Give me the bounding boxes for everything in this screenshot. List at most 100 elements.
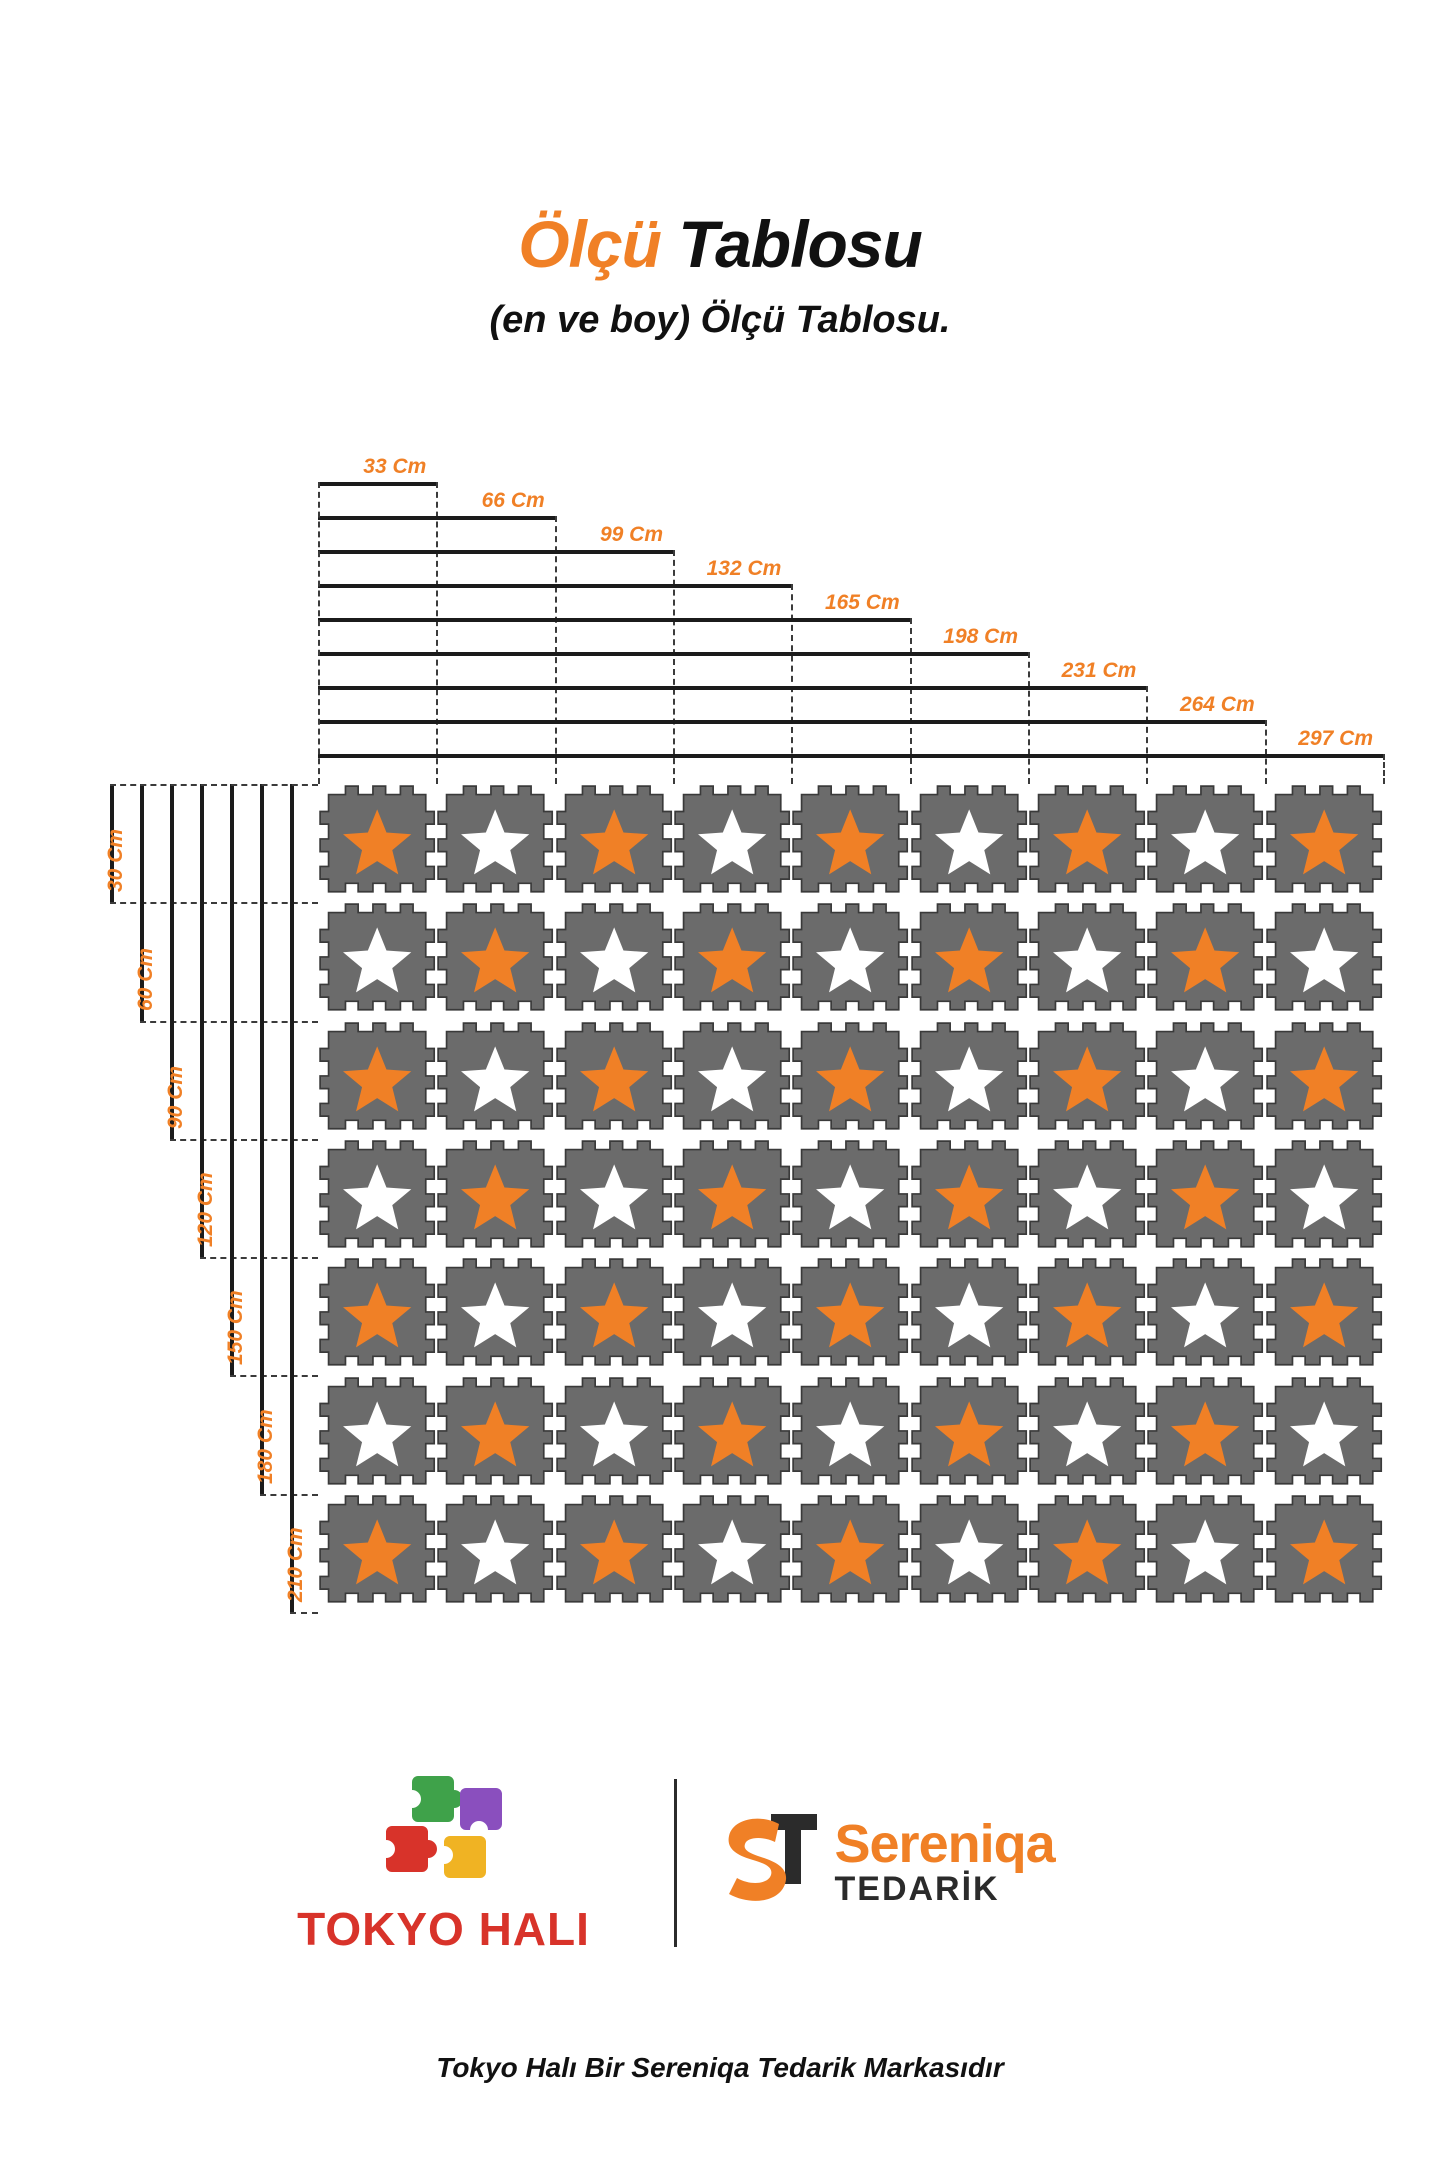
puzzle-tile-icon <box>319 785 436 893</box>
mat-tile <box>1028 784 1146 902</box>
width-dimension-line <box>318 584 792 588</box>
puzzle-tile-icon <box>1147 1140 1264 1248</box>
page-header: Ölçü Tablosu (en ve boy) Ölçü Tablosu. <box>0 207 1440 342</box>
puzzle-tile-icon <box>555 1140 672 1248</box>
mat-tile <box>555 902 673 1020</box>
sereniqa-wordmark: Sereniqa TEDARİK <box>834 1817 1056 1909</box>
puzzle-tile-icon <box>319 1376 436 1485</box>
mat-tile <box>555 1494 673 1612</box>
mat-tile <box>318 1021 436 1139</box>
puzzle-tile-icon <box>319 1021 436 1130</box>
height-dimension-tick <box>200 1257 318 1260</box>
mat-tile <box>791 1376 909 1494</box>
mat-tile <box>791 1021 909 1139</box>
puzzle-tile-icon <box>910 1495 1027 1603</box>
mat-tile <box>910 1021 1028 1139</box>
height-dimension-tick <box>260 1493 318 1496</box>
mat-tile <box>555 1139 673 1257</box>
mat-tile <box>555 784 673 902</box>
puzzle-tile-icon <box>1029 903 1146 1011</box>
puzzle-tile-icon <box>319 903 436 1011</box>
puzzle-tile-icon <box>319 1258 436 1366</box>
width-dimension-tick <box>791 584 794 784</box>
mat-tile <box>910 1376 1028 1494</box>
puzzle-tile-icon <box>1029 1140 1146 1248</box>
width-dimension-tick <box>1264 720 1267 784</box>
width-dimension-label: 33 Cm <box>363 455 427 478</box>
mat-tile <box>791 1257 909 1375</box>
height-dimension-line <box>200 784 204 1258</box>
width-dimension-line <box>318 652 1028 656</box>
width-dimension-line <box>318 754 1383 758</box>
height-dimension-line <box>140 784 144 1021</box>
mat-tile <box>318 1494 436 1612</box>
width-dimension-line <box>318 482 437 486</box>
width-dimension-label: 165 Cm <box>824 591 900 614</box>
puzzle-tile-icon <box>437 903 554 1011</box>
height-dimension-label: 90 Cm <box>164 1065 187 1129</box>
mat-tile <box>910 1257 1028 1375</box>
sereniqa-subtitle: TEDARİK <box>834 1870 1000 1909</box>
tokyo-hali-logo[interactable]: TOKYO HALI <box>254 1770 634 1956</box>
height-dimension-label: 150 Cm <box>224 1290 247 1366</box>
width-dimension-label: 99 Cm <box>599 523 663 546</box>
puzzle-tile-icon <box>1029 1258 1146 1366</box>
puzzle-tile-icon <box>437 1021 554 1130</box>
mat-tile <box>673 784 791 902</box>
mat-tile <box>673 1494 791 1612</box>
height-dimension-tick <box>290 1612 318 1614</box>
puzzle-tile-icon <box>792 1376 909 1485</box>
tokyo-hali-wordmark: TOKYO HALI <box>297 1903 590 1955</box>
puzzle-tile-icon <box>674 1140 791 1248</box>
page-title: Ölçü Tablosu <box>0 207 1440 281</box>
mat-tile <box>791 784 909 902</box>
puzzle-tile-icon <box>437 1258 554 1366</box>
footer-tagline: Tokyo Halı Bir Sereniqa Tedarik Markasıd… <box>436 2052 1004 2083</box>
puzzle-tile-icon <box>1029 1376 1146 1485</box>
brand-logos: TOKYO HALI Sereniqa TEDARİK <box>0 1770 1440 1956</box>
width-dimension-origin <box>318 482 320 784</box>
mat-tile <box>318 1257 436 1375</box>
height-dimension-line <box>290 784 294 1612</box>
puzzle-tile-icon <box>1265 785 1382 893</box>
puzzle-tile-icon <box>792 785 909 893</box>
page-title-rest: Tablosu <box>678 207 923 281</box>
puzzle-tile-icon <box>1029 785 1146 893</box>
sereniqa-logo[interactable]: Sereniqa TEDARİK <box>717 1804 1187 1922</box>
height-dimension-label: 60 Cm <box>134 947 157 1011</box>
width-dimension-tick <box>1028 652 1030 784</box>
height-dimension-line <box>170 784 174 1139</box>
puzzle-tile-icon <box>1147 1021 1264 1130</box>
puzzle-tile-icon <box>1029 1021 1146 1130</box>
puzzle-tile-icon <box>792 1258 909 1366</box>
mat-tile <box>791 1494 909 1612</box>
width-dimension-tick <box>1146 686 1149 784</box>
height-dimension-line <box>230 784 234 1376</box>
mat-tile <box>1028 1021 1146 1139</box>
width-dimension-tick <box>909 618 912 784</box>
width-dimension-tick <box>436 482 439 784</box>
width-dimension-label: 297 Cm <box>1298 727 1373 750</box>
width-dimension-label: 231 Cm <box>1061 659 1137 682</box>
mat-tile <box>555 1021 673 1139</box>
puzzle-tile-icon <box>1265 1021 1382 1130</box>
height-dimension-line <box>110 784 114 903</box>
puzzle-tile-icon <box>1147 1376 1264 1485</box>
puzzle-tile-icon <box>1147 1495 1264 1603</box>
mat-tile <box>910 784 1028 902</box>
mat-tile <box>1265 1139 1383 1257</box>
height-dimension-tick <box>230 1375 318 1378</box>
width-dimension-label: 66 Cm <box>481 489 545 512</box>
mat-tile <box>673 1376 791 1494</box>
mat-tile <box>318 1376 436 1494</box>
puzzle-tile-icon <box>674 1258 791 1366</box>
puzzle-mat-grid <box>318 784 1383 1612</box>
puzzle-tile-icon <box>555 1258 672 1366</box>
puzzle-tile-icon <box>555 785 672 893</box>
mat-tile <box>1146 1257 1264 1375</box>
puzzle-tile-icon <box>792 1140 909 1248</box>
mat-tile <box>436 1376 554 1494</box>
mat-tile <box>910 1139 1028 1257</box>
mat-tile <box>1265 1021 1383 1139</box>
